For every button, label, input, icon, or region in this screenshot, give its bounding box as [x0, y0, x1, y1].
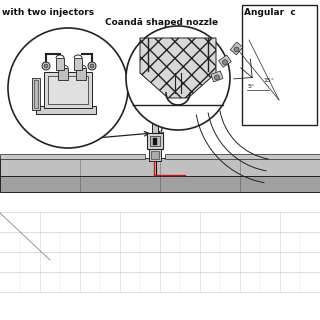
- Circle shape: [234, 47, 239, 52]
- Circle shape: [90, 64, 94, 68]
- Bar: [48, 76, 88, 104]
- Circle shape: [42, 62, 50, 70]
- Circle shape: [222, 60, 228, 65]
- Text: Coandă shaped nozzle: Coandă shaped nozzle: [105, 18, 218, 27]
- PathPatch shape: [140, 38, 216, 98]
- Bar: [149, 149, 161, 161]
- Circle shape: [8, 28, 128, 148]
- Bar: [242, 5, 317, 125]
- Circle shape: [44, 64, 48, 68]
- Bar: [44, 72, 92, 108]
- Text: Angular  c: Angular c: [244, 8, 296, 17]
- Text: 5°: 5°: [247, 84, 254, 89]
- Bar: [152, 118, 158, 160]
- Bar: [58, 68, 68, 80]
- Bar: [153, 138, 157, 145]
- Bar: [211, 71, 223, 82]
- Bar: [230, 42, 243, 55]
- Bar: [34, 80, 38, 108]
- Circle shape: [214, 75, 220, 80]
- Bar: [219, 55, 231, 67]
- Bar: [158, 115, 180, 120]
- Bar: [165, 154, 320, 159]
- Bar: [147, 133, 163, 149]
- Bar: [36, 106, 96, 114]
- Bar: [32, 78, 40, 110]
- Bar: [0, 176, 320, 192]
- Bar: [56, 58, 64, 70]
- Bar: [0, 154, 145, 159]
- Text: with two injectors: with two injectors: [2, 8, 94, 17]
- Bar: [0, 158, 320, 176]
- Bar: [150, 136, 160, 146]
- Bar: [74, 58, 82, 70]
- Text: 15°: 15°: [264, 78, 275, 83]
- Bar: [76, 68, 86, 80]
- Circle shape: [126, 26, 230, 130]
- Circle shape: [88, 62, 96, 70]
- Bar: [177, 110, 182, 122]
- Bar: [151, 151, 159, 159]
